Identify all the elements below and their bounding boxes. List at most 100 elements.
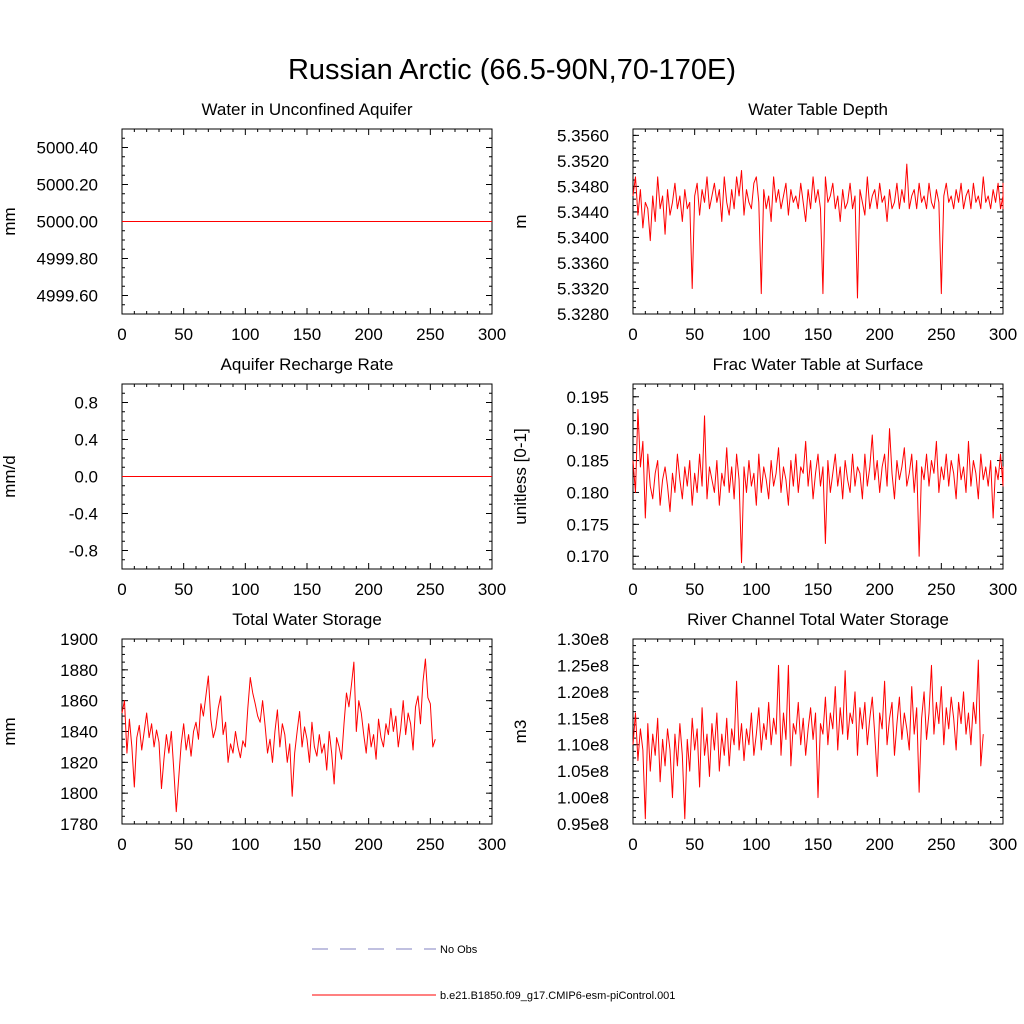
x-tick-label: 0 xyxy=(628,325,637,344)
x-tick-label: 150 xyxy=(293,835,321,854)
legend-label-no-obs: No Obs xyxy=(440,944,478,956)
panel-frac-water-table-at-surface: Frac Water Table at Surface unitless [0-1… xyxy=(511,355,1017,599)
x-tick-label: 200 xyxy=(865,325,893,344)
y-tick-label: 5.3280 xyxy=(557,305,609,324)
series-line-0 xyxy=(632,659,984,820)
x-tick-label: 250 xyxy=(927,580,955,599)
x-tick-label: 50 xyxy=(174,325,193,344)
x-tick-label: 0 xyxy=(117,835,126,854)
y-tick-label: 0.185 xyxy=(566,452,609,471)
x-tick-label: 150 xyxy=(804,835,832,854)
y-tick-label: 5000.20 xyxy=(37,176,98,195)
y-tick-label: 1.30e8 xyxy=(557,630,609,649)
x-tick-label: 200 xyxy=(865,580,893,599)
panel-water-table-depth: Water Table Depth m 0 50 100 150 200 250 300 5.32… xyxy=(511,100,1017,344)
x-tick-label: 250 xyxy=(416,325,444,344)
x-tick-label: 200 xyxy=(354,580,382,599)
y-tick-label: 5.3360 xyxy=(557,254,609,273)
y-tick-label: 0.170 xyxy=(566,547,609,566)
y-tick-label: 1.00e8 xyxy=(557,789,609,808)
legend-label-model: b.e21.B1850.f09_g17.CMIP6-esm-piControl.… xyxy=(440,990,675,1002)
y-tick-label: 5.3400 xyxy=(557,228,609,247)
y-tick-label: 5.3480 xyxy=(557,177,609,196)
panel-water-in-unconfined-aquifer: Water in Unconfined Aquifer mm 0 50 100 150 20… xyxy=(0,100,506,344)
panel-title: River Channel Total Water Storage xyxy=(687,610,949,629)
x-tick-label: 0 xyxy=(117,580,126,599)
y-axis-label: mm xyxy=(0,717,19,745)
x-tick-label: 50 xyxy=(685,325,704,344)
y-axis-label: m xyxy=(511,214,530,228)
panel-river-channel-total-water-storage: River Channel Total Water Storage m3 0 50 10… xyxy=(511,610,1017,854)
x-tick-label: 250 xyxy=(927,835,955,854)
x-tick-label: 100 xyxy=(231,580,259,599)
x-tick-label: 300 xyxy=(478,835,506,854)
y-tick-label: 5.3560 xyxy=(557,126,609,145)
panel-aquifer-recharge-rate: Aquifer Recharge Rate mm/d 0 50 100 150 200 250… xyxy=(0,355,506,599)
y-tick-label: 4999.80 xyxy=(37,250,98,269)
panel-title: Aquifer Recharge Rate xyxy=(221,355,394,374)
y-tick-label: 5.3520 xyxy=(557,152,609,171)
y-tick-label: 1900 xyxy=(60,630,98,649)
series-line-0 xyxy=(632,409,1004,564)
y-tick-label: 1880 xyxy=(60,661,98,680)
x-tick-label: 0 xyxy=(628,580,637,599)
series-line-0 xyxy=(632,163,1004,299)
y-tick-label: 1860 xyxy=(60,692,98,711)
y-tick-label: 1820 xyxy=(60,753,98,772)
x-tick-label: 300 xyxy=(478,325,506,344)
y-axis-label: mm/d xyxy=(0,455,19,498)
y-tick-label: 0.0 xyxy=(74,468,98,487)
y-axis-label: unitless [0-1] xyxy=(511,428,530,524)
y-tick-label: 1840 xyxy=(60,723,98,742)
y-tick-label: 0.8 xyxy=(74,394,98,413)
y-tick-label: 5.3320 xyxy=(557,279,609,298)
panels: Water in Unconfined Aquifer mm 0 50 100 150 20… xyxy=(0,100,1017,854)
y-tick-label: 0.180 xyxy=(566,483,609,502)
x-tick-label: 200 xyxy=(354,325,382,344)
y-tick-label: -0.8 xyxy=(69,542,98,561)
panel-title: Water in Unconfined Aquifer xyxy=(201,100,412,119)
y-tick-label: 0.190 xyxy=(566,420,609,439)
x-tick-label: 0 xyxy=(628,835,637,854)
legend: No Obs b.e21.B1850.f09_g17.CMIP6-esm-piC… xyxy=(312,944,675,1002)
x-tick-label: 150 xyxy=(293,580,321,599)
x-tick-label: 50 xyxy=(685,580,704,599)
y-tick-label: 0.95e8 xyxy=(557,815,609,834)
y-tick-label: 4999.60 xyxy=(37,287,98,306)
x-tick-label: 50 xyxy=(174,580,193,599)
x-tick-label: 50 xyxy=(685,835,704,854)
panel-title: Frac Water Table at Surface xyxy=(713,355,924,374)
x-tick-label: 100 xyxy=(231,835,259,854)
x-tick-label: 100 xyxy=(742,835,770,854)
x-tick-label: 0 xyxy=(117,325,126,344)
y-tick-label: 5000.00 xyxy=(37,213,98,232)
y-tick-label: 1.05e8 xyxy=(557,762,609,781)
x-tick-label: 250 xyxy=(416,580,444,599)
series-line-0 xyxy=(121,658,436,813)
panel-title: Water Table Depth xyxy=(748,100,888,119)
y-axis-label: mm xyxy=(0,207,19,235)
y-tick-label: 1.15e8 xyxy=(557,709,609,728)
x-tick-label: 150 xyxy=(804,325,832,344)
y-tick-label: 5000.40 xyxy=(37,139,98,158)
y-tick-label: 1780 xyxy=(60,815,98,834)
x-tick-label: 100 xyxy=(742,325,770,344)
y-tick-label: 1.25e8 xyxy=(557,656,609,675)
x-tick-label: 100 xyxy=(231,325,259,344)
x-tick-label: 200 xyxy=(354,835,382,854)
figure-title: Russian Arctic (66.5-90N,70-170E) xyxy=(288,54,736,86)
x-tick-label: 250 xyxy=(416,835,444,854)
x-tick-label: 300 xyxy=(989,580,1017,599)
y-tick-label: 0.175 xyxy=(566,515,609,534)
x-tick-label: 300 xyxy=(989,835,1017,854)
y-tick-label: 1.20e8 xyxy=(557,683,609,702)
y-tick-label: -0.4 xyxy=(69,505,98,524)
x-tick-label: 300 xyxy=(478,580,506,599)
y-tick-label: 1.10e8 xyxy=(557,736,609,755)
x-tick-label: 200 xyxy=(865,835,893,854)
panel-total-water-storage: Total Water Storage mm 0 50 100 150 200 250 300 1… xyxy=(0,610,506,854)
y-tick-label: 0.195 xyxy=(566,388,609,407)
x-tick-label: 150 xyxy=(804,580,832,599)
